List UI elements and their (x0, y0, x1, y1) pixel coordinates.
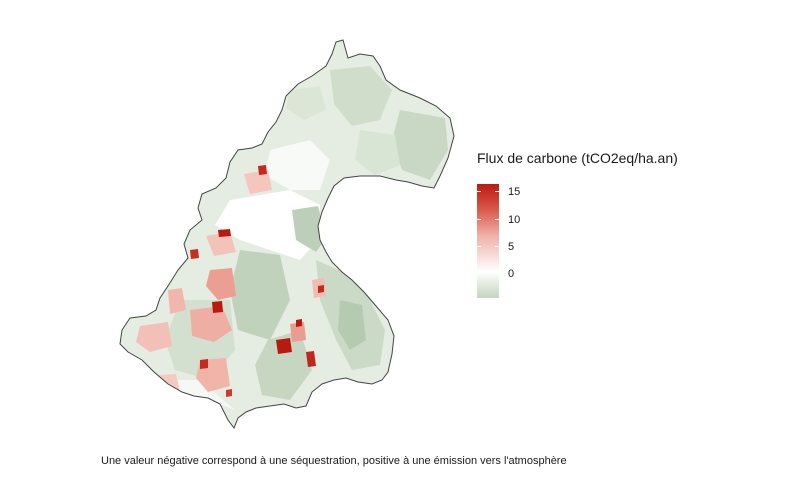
legend-tick-mark (477, 191, 499, 192)
forest-patch (330, 66, 392, 126)
forest-patch (355, 130, 400, 175)
high-emission-spot (190, 249, 199, 259)
high-emission-spot (276, 338, 292, 354)
legend-tick-label: 15 (508, 186, 521, 198)
high-emission-spot (296, 319, 302, 327)
emission-patch (244, 170, 272, 194)
forest-patch (286, 86, 326, 120)
emission-patch (190, 306, 232, 342)
land-cover-patches (136, 66, 448, 410)
high-emission-spot (200, 359, 208, 369)
emission-patch (150, 374, 180, 394)
legend-title: Flux de carbone (tCO2eq/ha.an) (477, 150, 678, 166)
legend-tick-label: 10 (508, 214, 521, 226)
map-caption: Une valeur négative correspond à une séq… (101, 455, 567, 467)
legend-tick-mark (477, 246, 499, 247)
high-emission-spot (306, 351, 316, 367)
neutral-zone (265, 140, 330, 190)
emission-patch (136, 322, 172, 352)
emission-patch (206, 232, 236, 256)
forest-patch (292, 206, 326, 252)
high-emission-spot (212, 301, 223, 313)
high-emission-spot (226, 389, 232, 397)
legend-colorbar (477, 184, 499, 298)
high-emission-spot (218, 229, 231, 237)
forest-patch (338, 300, 366, 350)
legend-tick-label: 5 (508, 241, 515, 253)
emission-patch (206, 268, 236, 300)
legend-tick-mark (477, 219, 499, 220)
neutral-zone (215, 190, 320, 260)
high-emission-spot (318, 285, 324, 293)
forest-patch (392, 110, 448, 180)
emission-patch (290, 322, 306, 342)
high-emission-spot (258, 165, 267, 175)
emission-patch (168, 288, 186, 314)
forest-patch (230, 250, 290, 340)
forest-patch (255, 330, 312, 400)
legend-tick-mark (477, 273, 499, 274)
legend-tick-label: 0 (508, 268, 515, 280)
